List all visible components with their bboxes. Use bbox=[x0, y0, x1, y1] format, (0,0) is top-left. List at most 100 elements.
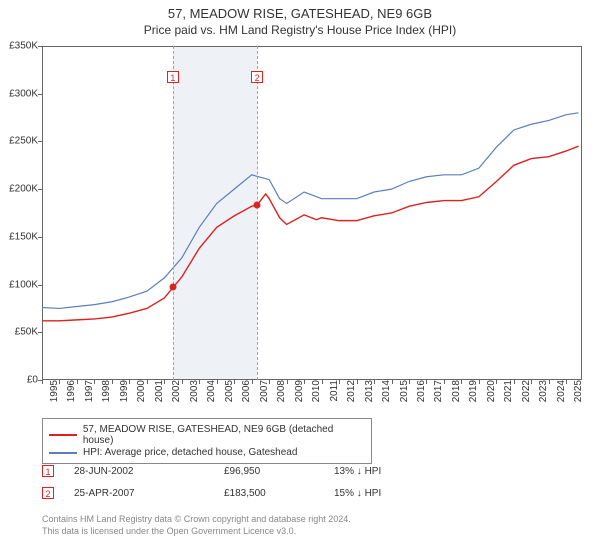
attribution-line: This data is licensed under the Open Gov… bbox=[42, 526, 351, 538]
sale-marker-badge: 1 bbox=[167, 71, 179, 83]
sale-row-badge: 1 bbox=[42, 465, 54, 477]
x-axis-tick-label: 2013 bbox=[362, 380, 375, 402]
y-axis-tick-mark bbox=[38, 237, 42, 238]
y-axis-tick-mark bbox=[38, 94, 42, 95]
sale-diff-vs-hpi: 15% ↓ HPI bbox=[334, 488, 444, 499]
x-axis-tick-mark bbox=[304, 380, 305, 384]
attribution: Contains HM Land Registry data © Crown c… bbox=[42, 514, 351, 537]
sale-diff-vs-hpi: 13% ↓ HPI bbox=[334, 466, 444, 477]
sale-price: £96,950 bbox=[224, 466, 334, 477]
x-axis-tick-label: 2004 bbox=[204, 380, 217, 402]
y-axis-tick-mark bbox=[38, 285, 42, 286]
legend-item-property: 57, MEADOW RISE, GATESHEAD, NE9 6GB (det… bbox=[49, 424, 365, 446]
legend-item-hpi: HPI: Average price, detached house, Gate… bbox=[49, 447, 365, 458]
x-axis-tick-label: 2016 bbox=[414, 380, 427, 402]
sale-marker-badge: 2 bbox=[251, 71, 263, 83]
x-axis-tick-mark bbox=[112, 380, 113, 384]
x-axis-tick-label: 2015 bbox=[397, 380, 410, 402]
legend-swatch-property bbox=[49, 434, 77, 436]
sale-date: 28-JUN-2002 bbox=[74, 466, 224, 477]
x-axis-tick-mark bbox=[566, 380, 567, 384]
sale-marker-line bbox=[173, 46, 174, 380]
x-axis-tick-label: 2012 bbox=[344, 380, 357, 402]
x-axis-tick-label: 1995 bbox=[47, 380, 60, 402]
x-axis-tick-mark bbox=[287, 380, 288, 384]
x-axis-tick-label: 2025 bbox=[571, 380, 584, 402]
chart-subtitle: Price paid vs. HM Land Registry's House … bbox=[0, 23, 600, 37]
x-axis-tick-mark bbox=[164, 380, 165, 384]
x-axis-tick-label: 2017 bbox=[431, 380, 444, 402]
sale-row: 2 25-APR-2007£183,50015% ↓ HPI bbox=[42, 487, 444, 499]
y-axis-tick-mark bbox=[38, 332, 42, 333]
sale-row-badge: 2 bbox=[42, 487, 54, 499]
x-axis-tick-mark bbox=[77, 380, 78, 384]
x-axis-tick-mark bbox=[514, 380, 515, 384]
x-axis-tick-mark bbox=[42, 380, 43, 384]
x-axis-tick-label: 2014 bbox=[379, 380, 392, 402]
x-axis-tick-label: 2009 bbox=[292, 380, 305, 402]
legend-swatch-hpi bbox=[49, 452, 77, 454]
x-axis-tick-mark bbox=[531, 380, 532, 384]
chart-title-block: 57, MEADOW RISE, GATESHEAD, NE9 6GB Pric… bbox=[0, 0, 600, 37]
legend: 57, MEADOW RISE, GATESHEAD, NE9 6GB (det… bbox=[42, 418, 372, 464]
x-axis-tick-mark bbox=[409, 380, 410, 384]
x-axis-tick-label: 2022 bbox=[519, 380, 532, 402]
x-axis-tick-label: 2003 bbox=[187, 380, 200, 402]
x-axis-tick-label: 2023 bbox=[536, 380, 549, 402]
x-axis-tick-mark bbox=[252, 380, 253, 384]
x-axis-tick-label: 2010 bbox=[309, 380, 322, 402]
sale-price: £183,500 bbox=[224, 488, 334, 499]
series-line bbox=[42, 113, 579, 309]
x-axis-tick-label: 2018 bbox=[449, 380, 462, 402]
sale-point-dot bbox=[169, 284, 176, 291]
x-axis-tick-label: 2005 bbox=[222, 380, 235, 402]
x-axis-tick-label: 1997 bbox=[82, 380, 95, 402]
x-axis-tick-mark bbox=[269, 380, 270, 384]
sale-date: 25-APR-2007 bbox=[74, 488, 224, 499]
x-axis-tick-label: 2002 bbox=[169, 380, 182, 402]
x-axis-tick-mark bbox=[549, 380, 550, 384]
x-axis-tick-mark bbox=[357, 380, 358, 384]
sale-marker-line bbox=[257, 46, 258, 380]
x-axis-tick-label: 2007 bbox=[257, 380, 270, 402]
x-axis-tick-label: 1998 bbox=[99, 380, 112, 402]
x-axis-tick-mark bbox=[217, 380, 218, 384]
x-axis-tick-mark bbox=[94, 380, 95, 384]
y-axis-tick-mark bbox=[38, 141, 42, 142]
sale-point-dot bbox=[254, 201, 261, 208]
x-axis-tick-mark bbox=[182, 380, 183, 384]
y-axis-tick-mark bbox=[38, 46, 42, 47]
x-axis-tick-label: 1999 bbox=[117, 380, 130, 402]
x-axis-tick-label: 2021 bbox=[501, 380, 514, 402]
x-axis-tick-label: 2008 bbox=[274, 380, 287, 402]
x-axis-tick-label: 2019 bbox=[466, 380, 479, 402]
x-axis-tick-label: 2006 bbox=[239, 380, 252, 402]
x-axis-tick-mark bbox=[426, 380, 427, 384]
x-axis-tick-mark bbox=[479, 380, 480, 384]
x-axis-tick-mark bbox=[147, 380, 148, 384]
chart-title: 57, MEADOW RISE, GATESHEAD, NE9 6GB bbox=[0, 6, 600, 21]
x-axis-tick-mark bbox=[374, 380, 375, 384]
attribution-line: Contains HM Land Registry data © Crown c… bbox=[42, 514, 351, 526]
y-axis-tick-mark bbox=[38, 189, 42, 190]
x-axis-tick-label: 2000 bbox=[134, 380, 147, 402]
x-axis-tick-label: 2011 bbox=[327, 380, 340, 402]
chart-plot-area: £0£50K£100K£150K£200K£250K£300K£350K1995… bbox=[42, 46, 582, 380]
legend-label-property: 57, MEADOW RISE, GATESHEAD, NE9 6GB (det… bbox=[83, 424, 365, 446]
x-axis-tick-label: 1996 bbox=[64, 380, 77, 402]
x-axis-tick-label: 2024 bbox=[554, 380, 567, 402]
x-axis-tick-mark bbox=[461, 380, 462, 384]
x-axis-tick-mark bbox=[59, 380, 60, 384]
x-axis-tick-mark bbox=[322, 380, 323, 384]
series-line bbox=[42, 146, 579, 321]
x-axis-tick-mark bbox=[444, 380, 445, 384]
x-axis-tick-mark bbox=[129, 380, 130, 384]
chart-lines-svg bbox=[42, 46, 582, 380]
legend-label-hpi: HPI: Average price, detached house, Gate… bbox=[83, 447, 297, 458]
x-axis-tick-mark bbox=[234, 380, 235, 384]
x-axis-tick-mark bbox=[496, 380, 497, 384]
x-axis-tick-mark bbox=[339, 380, 340, 384]
sale-row: 1 28-JUN-2002£96,95013% ↓ HPI bbox=[42, 465, 444, 477]
x-axis-tick-mark bbox=[392, 380, 393, 384]
x-axis-tick-label: 2020 bbox=[484, 380, 497, 402]
